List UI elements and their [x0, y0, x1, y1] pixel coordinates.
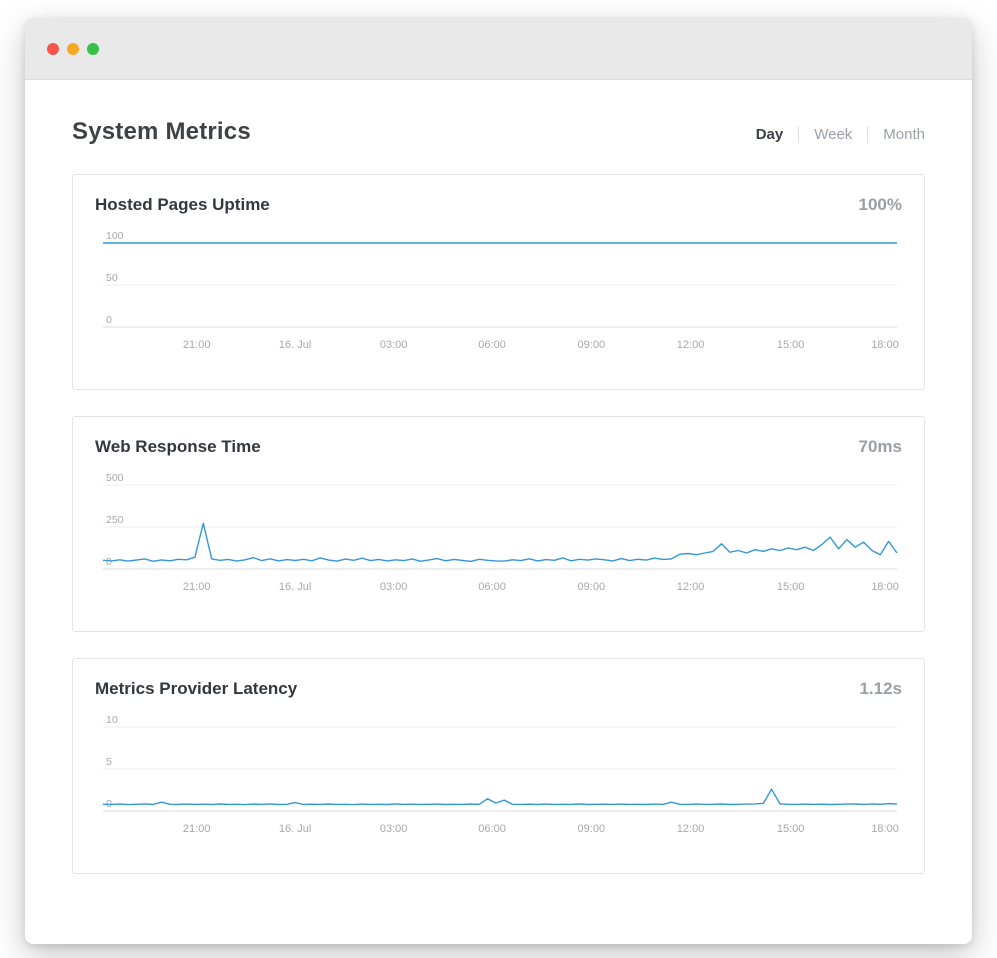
svg-text:18:00: 18:00: [871, 581, 899, 593]
card-header: Metrics Provider Latency 1.12s: [95, 679, 902, 699]
svg-text:12:00: 12:00: [677, 339, 705, 351]
tab-divider: [798, 126, 800, 143]
svg-text:21:00: 21:00: [183, 823, 211, 835]
latency-chart-card: Metrics Provider Latency 1.12s 0 5 10 21:00…: [72, 658, 925, 874]
svg-text:0: 0: [106, 314, 112, 326]
time-range-tabs: Day Week Month: [756, 124, 925, 145]
tab-week[interactable]: Week: [814, 126, 853, 143]
chart-current-value: 1.12s: [859, 679, 902, 698]
card-header: Web Response Time 70ms: [95, 437, 902, 457]
svg-text:15:00: 15:00: [777, 581, 805, 593]
minimize-window-button[interactable]: [67, 42, 79, 55]
svg-text:16. Jul: 16. Jul: [279, 581, 311, 593]
svg-text:5: 5: [106, 756, 112, 768]
svg-text:06:00: 06:00: [478, 823, 506, 835]
card-header: Hosted Pages Uptime 100%: [95, 195, 902, 215]
app-window: System Metrics Day Week Month Hosted Pag…: [25, 18, 972, 944]
svg-text:16. Jul: 16. Jul: [279, 339, 311, 351]
svg-text:250: 250: [106, 514, 124, 526]
svg-text:16. Jul: 16. Jul: [279, 823, 311, 835]
svg-text:03:00: 03:00: [380, 339, 408, 351]
svg-text:03:00: 03:00: [380, 823, 408, 835]
chart-title: Metrics Provider Latency: [95, 679, 298, 698]
maximize-window-button[interactable]: [87, 42, 99, 55]
svg-text:18:00: 18:00: [871, 339, 899, 351]
svg-text:10: 10: [106, 714, 118, 726]
svg-text:09:00: 09:00: [578, 339, 606, 351]
svg-text:21:00: 21:00: [183, 339, 211, 351]
svg-text:15:00: 15:00: [777, 339, 805, 351]
latency-line-chart: 0 5 10 21:00 16. Jul 03:00 06:00 09:00 12:00 15:0…: [95, 713, 902, 865]
uptime-chart-card: Hosted Pages Uptime 100% 0 50 100 21:00 16. …: [72, 174, 925, 390]
page-header: System Metrics Day Week Month: [72, 80, 925, 174]
chart-title: Hosted Pages Uptime: [95, 195, 270, 214]
tab-month[interactable]: Month: [883, 126, 925, 143]
svg-text:06:00: 06:00: [478, 581, 506, 593]
uptime-line-chart: 0 50 100 21:00 16. Jul 03:00 06:00 09:00 12:00 15…: [95, 229, 902, 381]
window-titlebar: [25, 18, 972, 80]
svg-text:18:00: 18:00: [871, 823, 899, 835]
page-title: System Metrics: [72, 118, 251, 145]
svg-text:09:00: 09:00: [578, 581, 606, 593]
svg-text:06:00: 06:00: [478, 339, 506, 351]
svg-text:100: 100: [106, 230, 124, 242]
chart-title: Web Response Time: [95, 437, 261, 456]
svg-text:15:00: 15:00: [777, 823, 805, 835]
svg-text:12:00: 12:00: [677, 581, 705, 593]
svg-text:0: 0: [106, 556, 112, 568]
close-window-button[interactable]: [47, 42, 59, 55]
svg-text:500: 500: [106, 472, 124, 484]
svg-text:03:00: 03:00: [380, 581, 408, 593]
response-time-chart-card: Web Response Time 70ms 0 250 500 21:00 16. J…: [72, 416, 925, 632]
svg-text:21:00: 21:00: [183, 581, 211, 593]
svg-text:50: 50: [106, 272, 118, 284]
chart-current-value: 100%: [858, 195, 902, 214]
svg-text:12:00: 12:00: [677, 823, 705, 835]
response-time-line-chart: 0 250 500 21:00 16. Jul 03:00 06:00 09:00 12:00 1…: [95, 471, 902, 623]
svg-text:09:00: 09:00: [578, 823, 606, 835]
tab-day[interactable]: Day: [755, 126, 784, 143]
app-body: System Metrics Day Week Month Hosted Pag…: [25, 80, 972, 944]
tab-divider: [867, 126, 869, 143]
chart-current-value: 70ms: [858, 437, 902, 456]
